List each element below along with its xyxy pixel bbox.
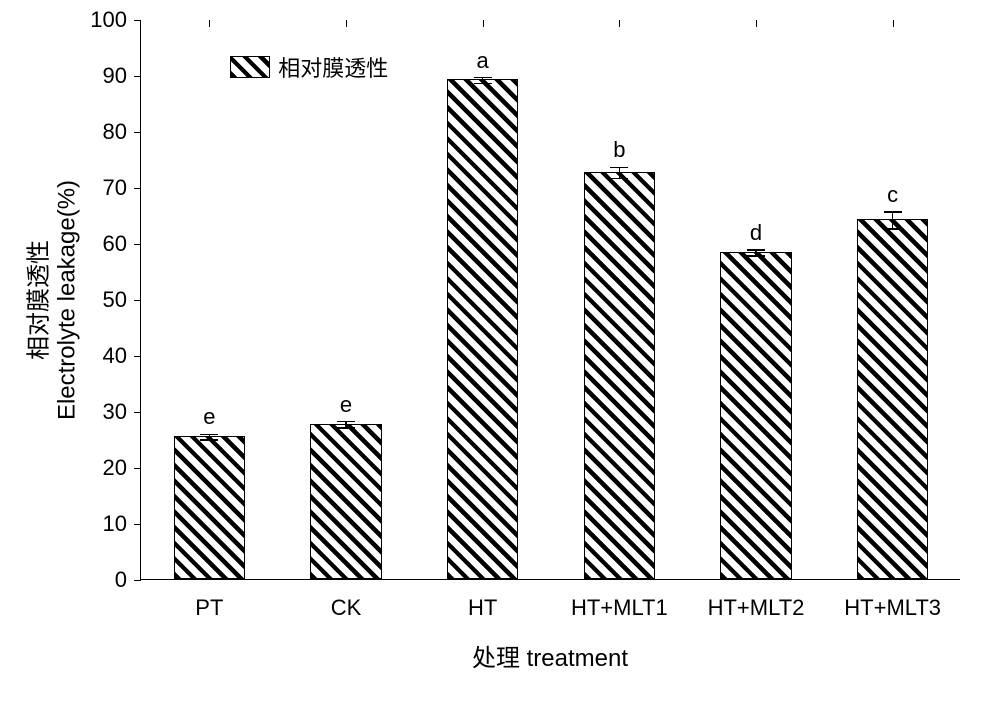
xtick-mark <box>346 20 347 27</box>
ytick-label: 90 <box>103 63 141 89</box>
xtick-mark <box>756 20 757 27</box>
xtick-label: HT+MLT1 <box>571 579 668 621</box>
ytick-label: 70 <box>103 175 141 201</box>
plot-area: 0102030405060708090100PTeCKeHTaHT+MLT1bH… <box>140 20 960 580</box>
ytick-label: 50 <box>103 287 141 313</box>
error-bar-cap <box>337 427 355 429</box>
significance-label: b <box>613 137 625 163</box>
xtick-label: HT+MLT2 <box>708 579 805 621</box>
bar <box>857 219 928 579</box>
error-bar-cap <box>474 77 492 79</box>
y-axis-label-en: Electrolyte leakage(%) <box>54 180 82 420</box>
legend: 相对膜透性 <box>230 51 388 83</box>
xtick-label: HT <box>468 579 497 621</box>
ytick-label: 60 <box>103 231 141 257</box>
error-bar-stem <box>892 212 894 229</box>
bar <box>447 79 518 579</box>
bar <box>720 252 791 579</box>
error-bar-cap <box>200 434 218 436</box>
ytick-label: 80 <box>103 119 141 145</box>
ytick-label: 40 <box>103 343 141 369</box>
xtick-mark <box>209 20 210 27</box>
significance-label: a <box>477 48 489 74</box>
xtick-label: PT <box>195 579 223 621</box>
y-axis-label: 相对膜透性 Electrolyte leakage(%) <box>19 180 82 420</box>
error-bar-cap <box>747 255 765 257</box>
error-bar-cap <box>610 167 628 169</box>
ytick-label: 100 <box>90 7 141 33</box>
ytick-label: 20 <box>103 455 141 481</box>
significance-label: e <box>203 404 215 430</box>
ytick-label: 0 <box>115 567 141 593</box>
xtick-label: HT+MLT3 <box>844 579 941 621</box>
significance-label: e <box>340 392 352 418</box>
error-bar-cap <box>200 439 218 441</box>
error-bar-cap <box>610 178 628 180</box>
bar <box>174 436 245 579</box>
significance-label: c <box>887 182 898 208</box>
legend-swatch <box>230 56 270 78</box>
xtick-mark <box>619 20 620 27</box>
xtick-mark <box>483 20 484 27</box>
bar <box>584 172 655 579</box>
significance-label: d <box>750 220 762 246</box>
xtick-mark <box>893 20 894 27</box>
chart-canvas: 0 10 20 30 40 50 60 70 80 90 100 PT e CK e HT a HT+MLT1 b H… <box>0 0 1000 706</box>
xtick-label: CK <box>331 579 362 621</box>
error-bar-cap <box>474 83 492 85</box>
error-bar-cap <box>884 211 902 213</box>
error-bar-cap <box>337 421 355 423</box>
error-bar-cap <box>747 249 765 251</box>
bar <box>310 424 381 579</box>
x-axis-label: 处理 treatment <box>472 638 628 673</box>
legend-text: 相对膜透性 <box>278 51 388 83</box>
error-bar-cap <box>884 228 902 230</box>
ytick-label: 10 <box>103 511 141 537</box>
ytick-label: 30 <box>103 399 141 425</box>
y-axis-label-cn: 相对膜透性 <box>19 240 54 360</box>
